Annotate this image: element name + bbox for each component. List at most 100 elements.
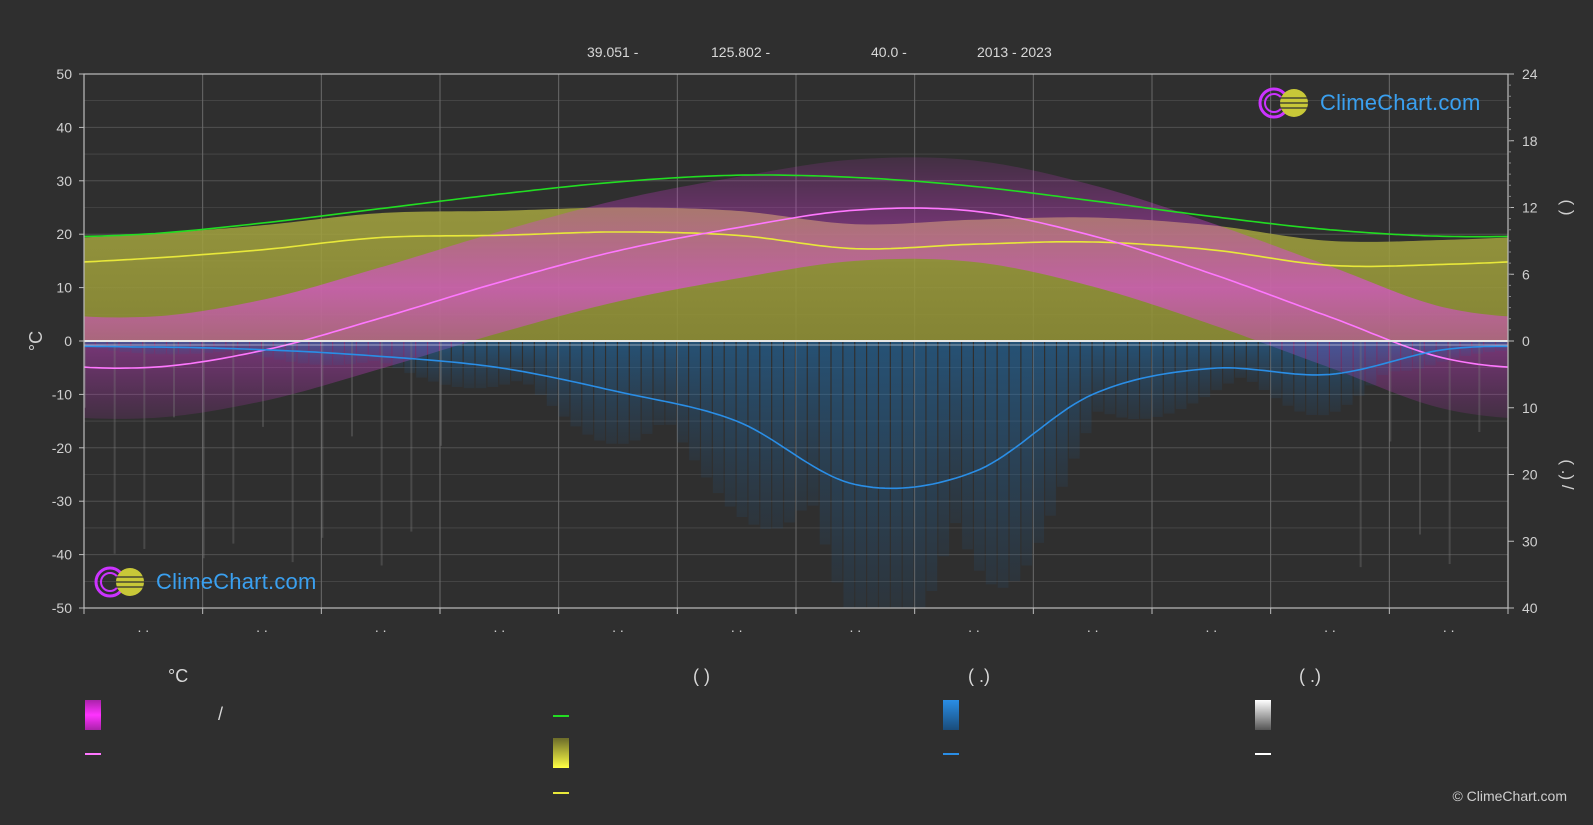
y-left-tick-label: 0 <box>64 333 72 349</box>
precipitation-bar <box>534 341 546 396</box>
legend-temp-range-label: / <box>218 704 224 724</box>
precipitation-bar <box>250 341 261 356</box>
precipitation-bar <box>1104 341 1116 415</box>
precipitation-bar <box>914 341 926 608</box>
logo-text: ClimeChart.com <box>156 569 317 594</box>
precipitation-bar <box>1033 341 1045 543</box>
precipitation-bar <box>1116 341 1128 418</box>
precipitation-bar <box>368 341 380 361</box>
precipitation-bar <box>1401 341 1412 371</box>
y-left-tick-label: 40 <box>56 119 72 135</box>
precipitation-bar <box>404 341 416 374</box>
precipitation-bar <box>641 341 653 434</box>
precipitation-bar <box>594 341 605 441</box>
precipitation-bar <box>831 341 843 583</box>
snow-bar <box>232 341 235 544</box>
snow-bar <box>173 341 175 418</box>
precipitation-bar <box>997 341 1009 588</box>
precipitation-bar <box>1341 341 1353 405</box>
x-tick-label: . . <box>612 619 624 635</box>
precipitation-bar <box>582 341 594 435</box>
logo-bottom-left[interactable]: ClimeChart.com <box>94 565 317 599</box>
precipitation-bar <box>1294 341 1306 412</box>
precipitation-bar <box>855 341 867 608</box>
header-latitude: 39.051 - <box>587 44 639 60</box>
header-years: 2013 - 2023 <box>977 44 1052 60</box>
y-left-tick-label: 10 <box>56 280 72 296</box>
precipitation-bar <box>902 341 914 608</box>
x-tick-label: . . <box>137 619 149 635</box>
precipitation-bar <box>202 341 214 354</box>
temperature-mean-line <box>84 207 1508 369</box>
precipitation-bar <box>428 341 439 382</box>
y-right-top-tick-label: 24 <box>1522 66 1538 82</box>
precipitation-bar <box>1353 341 1365 396</box>
logo-text: ClimeChart.com <box>1320 90 1481 115</box>
precipitation-bar <box>819 341 831 545</box>
precipitation-bar <box>938 341 950 557</box>
precipitation-bar <box>487 341 499 387</box>
data-lines <box>84 174 1508 490</box>
precipitation-bar <box>772 341 783 529</box>
precipitation-bar <box>1270 341 1282 399</box>
x-tick-label: . . <box>493 619 505 635</box>
precipitation-bar <box>1021 341 1033 566</box>
precipitation-bar <box>1460 341 1472 357</box>
precipitation-bar <box>1045 341 1056 516</box>
precipitation-bar <box>724 341 736 507</box>
precipitation-bar <box>606 341 617 444</box>
y-left-tick-label: -40 <box>52 547 72 563</box>
snow-bar <box>202 341 205 559</box>
precipitation-bar <box>689 341 700 461</box>
snow-bar <box>113 341 116 554</box>
y-right-bottom-tick-label: 10 <box>1522 400 1538 416</box>
precipitation-bar <box>1163 341 1175 414</box>
precipitation-bar <box>867 341 878 608</box>
y-left-axis-label: °C <box>26 331 46 351</box>
precipitation-bar <box>807 341 819 506</box>
snow-bar <box>1448 341 1451 565</box>
precipitation-bar <box>1377 341 1389 376</box>
precipitation-bar <box>1175 341 1187 410</box>
precipitation-bar <box>1068 341 1080 459</box>
precipitation-bar <box>440 341 451 385</box>
legend-snow-mean-swatch <box>1255 753 1271 755</box>
precipitation-bar <box>1318 341 1329 416</box>
precipitation-bar <box>558 341 570 417</box>
snow-bar <box>1389 341 1392 442</box>
y-left-tick-label: 30 <box>56 173 72 189</box>
precipitation-bar <box>214 341 226 353</box>
x-tick-label: . . <box>968 619 980 635</box>
precipitation-bar <box>653 341 665 425</box>
precipitation-bar <box>784 341 795 523</box>
precipitation-bar <box>677 341 689 443</box>
y-left-tick-label: 20 <box>56 226 72 242</box>
snow-bar <box>291 341 294 563</box>
legend-snow-swatch <box>1255 700 1271 730</box>
x-tick-label: . . <box>849 619 861 635</box>
precipitation-bar <box>1223 341 1234 384</box>
precipitation-bar <box>1187 341 1199 404</box>
precipitation-bar <box>1330 341 1341 412</box>
precipitation-bar <box>701 341 712 478</box>
climechart-logo-icon <box>94 566 144 598</box>
y-left-tick-label: -10 <box>52 386 72 402</box>
precipitation-bar <box>1448 341 1460 359</box>
precipitation-bar <box>1246 341 1258 382</box>
x-tick-label: . . <box>256 619 268 635</box>
axes <box>79 73 1514 614</box>
snow-bar <box>351 341 353 437</box>
legend-sunshine-mean-swatch <box>553 792 569 794</box>
precipitation-bar <box>1080 341 1092 434</box>
precipitation-bar <box>523 341 534 385</box>
daylight-line <box>84 174 1508 238</box>
precipitation-bar <box>546 341 558 406</box>
snow-bar <box>1478 341 1481 433</box>
x-tick-label: . . <box>1205 619 1217 635</box>
header-longitude: 125.802 - <box>711 44 771 60</box>
logo-top-right[interactable]: ClimeChart.com <box>1258 86 1481 120</box>
precipitation-bar <box>511 341 522 382</box>
precipitation-bar <box>843 341 855 608</box>
legend-daylight-swatch <box>553 715 569 717</box>
precipitation-bar <box>1306 341 1317 415</box>
